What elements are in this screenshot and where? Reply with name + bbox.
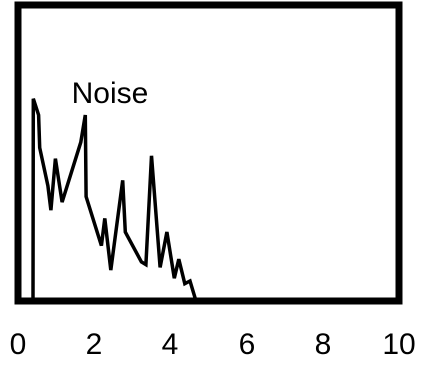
x-axis-tick-labels: 0 2 4 6 8 10 <box>10 328 416 361</box>
noise-series-line <box>18 98 392 302</box>
x-tick-label: 4 <box>162 328 179 361</box>
noise-annotation: Noise <box>72 77 149 110</box>
plot-frame <box>14 1 403 305</box>
x-tick-label: 2 <box>86 328 103 361</box>
x-tick-label: 6 <box>239 328 256 361</box>
x-tick-label: 0 <box>10 328 27 361</box>
x-tick-label: 8 <box>315 328 332 361</box>
x-tick-label: 10 <box>382 328 415 361</box>
